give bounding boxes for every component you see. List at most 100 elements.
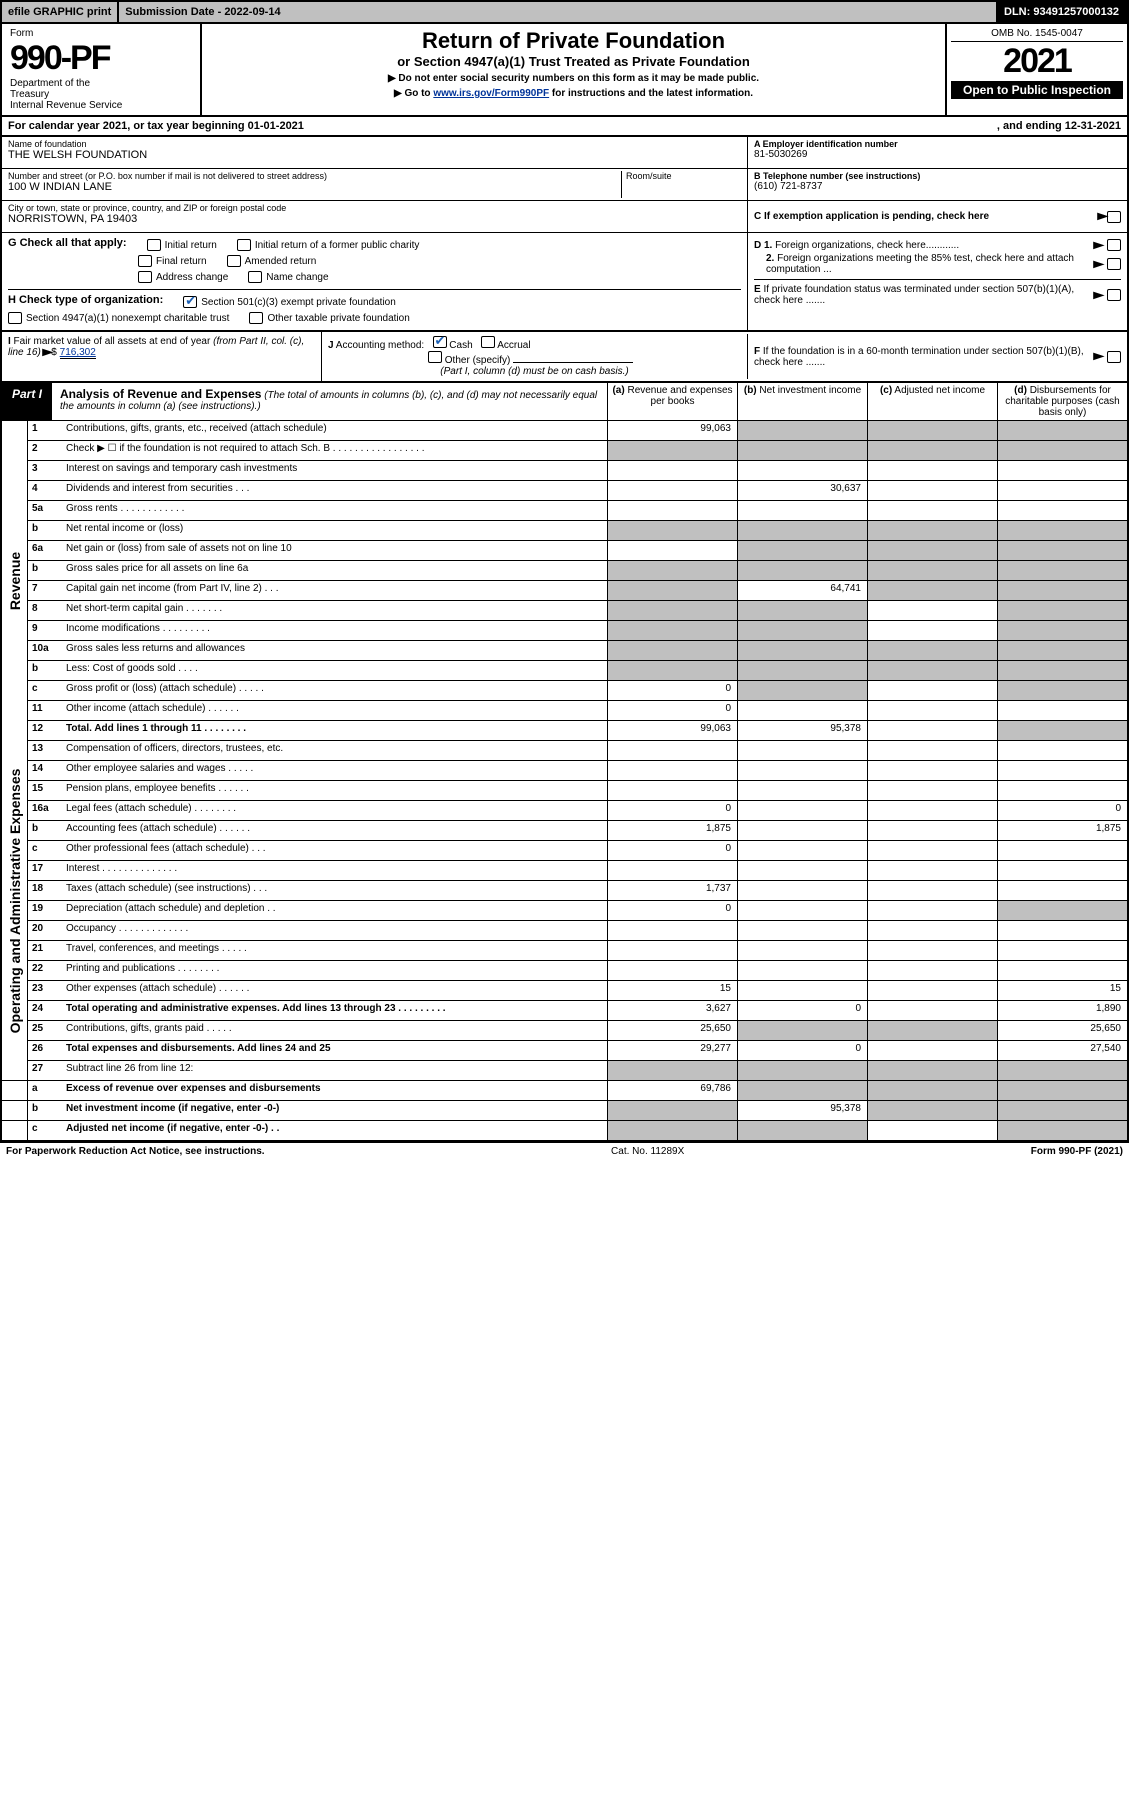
amended-checkbox[interactable] [227, 255, 241, 267]
amount-cell [737, 801, 867, 820]
amount-cell [997, 901, 1127, 920]
amount-cell [737, 841, 867, 860]
table-row: 2Check ▶ ☐ if the foundation is not requ… [28, 441, 1127, 461]
amount-cell [997, 421, 1127, 440]
amount-cell [737, 881, 867, 900]
amount-cell [607, 561, 737, 580]
f-checkbox[interactable] [1107, 351, 1121, 363]
line-number: 13 [28, 741, 62, 760]
cash-checkbox[interactable] [433, 336, 447, 348]
amount-cell: 1,737 [607, 881, 737, 900]
amount-cell [867, 461, 997, 480]
amount-cell [867, 761, 997, 780]
amount-cell [867, 441, 997, 460]
amount-cell: 1,875 [997, 821, 1127, 840]
amount-cell [867, 721, 997, 740]
amount-cell [737, 681, 867, 700]
amount-cell: 99,063 [607, 721, 737, 740]
amount-cell: 15 [997, 981, 1127, 1000]
amount-cell: 1,875 [607, 821, 737, 840]
4947a1-checkbox[interactable] [8, 312, 22, 324]
amount-cell [867, 1101, 997, 1120]
other-method-checkbox[interactable] [428, 351, 442, 363]
cat-no: Cat. No. 11289X [265, 1146, 1031, 1157]
addr-label: Number and street (or P.O. box number if… [8, 171, 621, 181]
e-checkbox[interactable] [1107, 289, 1121, 301]
amount-cell [737, 501, 867, 520]
exemption-checkbox[interactable] [1107, 211, 1121, 223]
amount-cell [997, 581, 1127, 600]
amount-cell [737, 941, 867, 960]
line-number: 4 [28, 481, 62, 500]
amount-cell [737, 601, 867, 620]
line-description: Contributions, gifts, grants, etc., rece… [62, 421, 607, 440]
line-number: 5a [28, 501, 62, 520]
amount-cell [997, 661, 1127, 680]
line-number: 21 [28, 941, 62, 960]
line-number: b [28, 1101, 62, 1120]
amount-cell: 0 [997, 801, 1127, 820]
amount-cell [867, 501, 997, 520]
line-description: Contributions, gifts, grants paid . . . … [62, 1021, 607, 1040]
address-change-checkbox[interactable] [138, 271, 152, 283]
final-return-checkbox[interactable] [138, 255, 152, 267]
amount-cell: 0 [607, 681, 737, 700]
501c3-checkbox[interactable] [183, 296, 197, 308]
amount-cell [867, 641, 997, 660]
amount-cell: 3,627 [607, 1001, 737, 1020]
amount-cell [867, 701, 997, 720]
line-number: 10a [28, 641, 62, 660]
line-description: Gross sales price for all assets on line… [62, 561, 607, 580]
amount-cell [607, 661, 737, 680]
efile-label[interactable]: efile GRAPHIC print [2, 2, 119, 22]
table-row: 22Printing and publications . . . . . . … [28, 961, 1127, 981]
line-description: Legal fees (attach schedule) . . . . . .… [62, 801, 607, 820]
amount-cell [737, 901, 867, 920]
form-subtitle: or Section 4947(a)(1) Trust Treated as P… [206, 54, 941, 69]
part1-tag: Part I [2, 383, 52, 420]
name-change-checkbox[interactable] [248, 271, 262, 283]
amount-cell [997, 1101, 1127, 1120]
table-row: cOther professional fees (attach schedul… [28, 841, 1127, 861]
line-number: 17 [28, 861, 62, 880]
amount-cell [737, 961, 867, 980]
line-number: c [28, 1121, 62, 1140]
g-label: G Check all that apply: [8, 237, 127, 253]
amount-cell [737, 421, 867, 440]
table-row: 19Depreciation (attach schedule) and dep… [28, 901, 1127, 921]
line-number: 27 [28, 1061, 62, 1080]
d2-checkbox[interactable] [1107, 258, 1121, 270]
instructions-link[interactable]: www.irs.gov/Form990PF [433, 88, 549, 99]
line-description: Net rental income or (loss) [62, 521, 607, 540]
amount-cell: 64,741 [737, 581, 867, 600]
amount-cell: 69,786 [607, 1081, 737, 1100]
initial-former-checkbox[interactable] [237, 239, 251, 251]
amount-cell [997, 841, 1127, 860]
line-description: Less: Cost of goods sold . . . . [62, 661, 607, 680]
initial-return-checkbox[interactable] [147, 239, 161, 251]
amount-cell: 0 [607, 701, 737, 720]
amount-cell [737, 441, 867, 460]
arrow-icon: ▶ [1093, 240, 1105, 251]
amount-cell: 0 [737, 1001, 867, 1020]
amount-cell [737, 821, 867, 840]
phone-label: B Telephone number (see instructions) [754, 171, 1121, 181]
amount-cell [997, 961, 1127, 980]
amount-cell [867, 681, 997, 700]
topbar: efile GRAPHIC print Submission Date - 20… [0, 0, 1129, 24]
amount-cell [607, 461, 737, 480]
amount-cell [607, 541, 737, 560]
line-description: Capital gain net income (from Part IV, l… [62, 581, 607, 600]
amount-cell [607, 741, 737, 760]
accrual-checkbox[interactable] [481, 336, 495, 348]
table-row: bAccounting fees (attach schedule) . . .… [28, 821, 1127, 841]
amount-cell [737, 561, 867, 580]
amount-cell [997, 501, 1127, 520]
amount-cell [737, 461, 867, 480]
amount-cell [607, 861, 737, 880]
fmv-value: 716,302 [60, 347, 96, 359]
d1-checkbox[interactable] [1107, 239, 1121, 251]
other-taxable-checkbox[interactable] [249, 312, 263, 324]
col-b-header: (b) Net investment income [737, 383, 867, 420]
amount-cell [867, 521, 997, 540]
